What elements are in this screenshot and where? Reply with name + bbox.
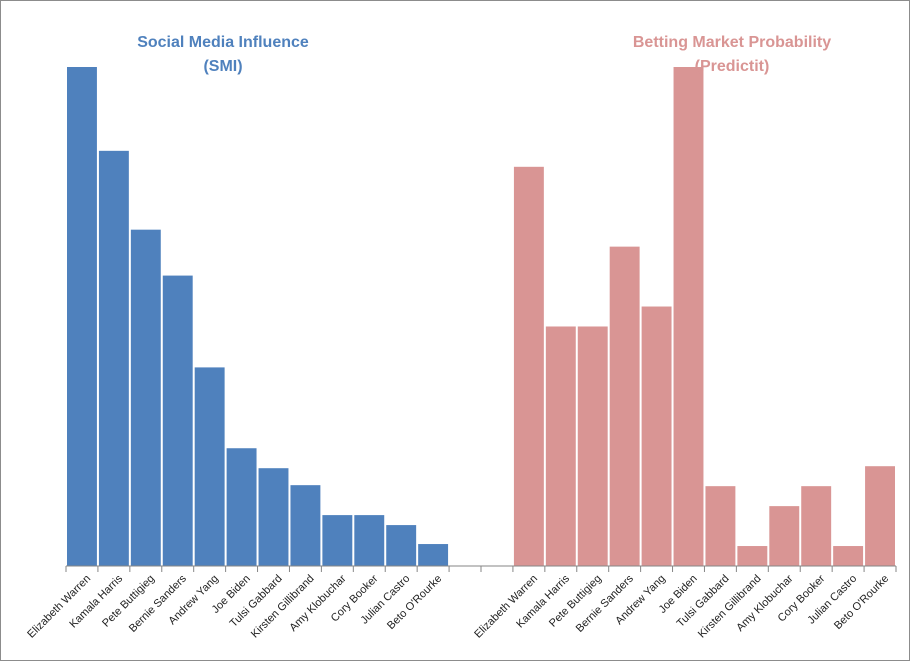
- x-ticks-group: [65, 566, 897, 572]
- bar-predictit-17: [609, 246, 640, 566]
- chart-title-1-line-1: (Predictit): [695, 58, 770, 75]
- x-tick-label-22: Amy Klobuchar: [734, 572, 795, 633]
- x-tick-label-17: Bernie Sanders: [574, 572, 636, 634]
- bar-predictit-23: [801, 486, 832, 566]
- chart-title-0-line-1: (SMI): [203, 58, 242, 75]
- chart-titles-group: Social Media Influence (SMI) Betting Marke…: [137, 34, 831, 75]
- chart-title-1-line-0: Betting Market Probability: [633, 34, 831, 51]
- bar-smi-10: [386, 525, 417, 566]
- chart-title-0-line-0: Social Media Influence: [137, 34, 309, 51]
- bar-smi-6: [258, 468, 289, 566]
- bar-smi-1: [98, 150, 129, 566]
- bar-smi-7: [290, 485, 321, 566]
- bar-smi-11: [418, 544, 449, 566]
- bar-predictit-21: [737, 546, 768, 566]
- bar-smi-9: [354, 515, 385, 566]
- bar-predictit-20: [705, 486, 736, 566]
- bar-predictit-19: [673, 67, 704, 566]
- bar-predictit-25: [865, 466, 895, 566]
- bar-predictit-18: [641, 306, 672, 566]
- bars-group: [67, 67, 895, 567]
- bar-predictit-16: [577, 326, 608, 566]
- bar-smi-8: [322, 515, 353, 566]
- bar-smi-3: [162, 275, 193, 566]
- bar-predictit-14: [513, 166, 544, 567]
- bar-smi-2: [130, 229, 161, 566]
- bar-predictit-24: [833, 546, 864, 566]
- x-tick-label-3: Bernie Sanders: [127, 572, 189, 634]
- bar-predictit-15: [545, 326, 576, 566]
- bar-smi-5: [226, 448, 257, 566]
- bar-predictit-22: [769, 506, 800, 566]
- x-tick-label-8: Amy Klobuchar: [287, 572, 348, 633]
- bar-smi-4: [194, 367, 225, 566]
- bar-smi-0: [67, 67, 97, 566]
